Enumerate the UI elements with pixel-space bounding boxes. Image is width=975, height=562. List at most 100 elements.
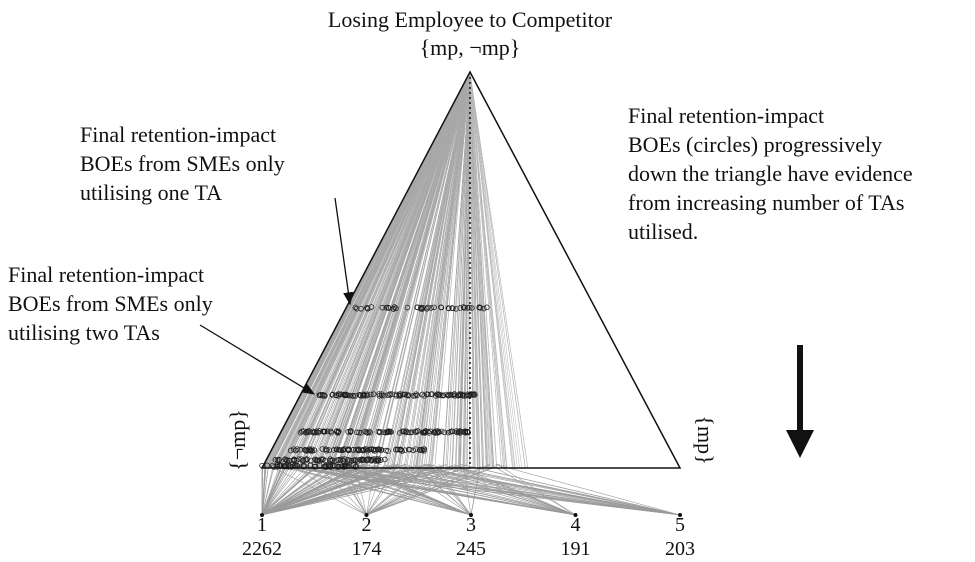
boe-circle bbox=[385, 392, 391, 398]
boe-circle bbox=[366, 428, 372, 435]
annotation-two-ta: Final retention-impact BOEs from SMEs on… bbox=[8, 262, 316, 395]
down-arrow bbox=[786, 345, 814, 458]
left-corner-label: {¬mp} bbox=[225, 409, 250, 471]
node-line bbox=[261, 466, 357, 516]
note-line: down the triangle have evidence bbox=[628, 161, 913, 186]
boe-circle bbox=[338, 391, 344, 398]
ta-node bbox=[678, 513, 682, 517]
boe-circle bbox=[290, 446, 297, 452]
boe-circle bbox=[297, 429, 304, 436]
ta-label: 3 bbox=[466, 514, 476, 536]
fan-line bbox=[329, 71, 471, 469]
ta-count: 2262 bbox=[242, 538, 282, 560]
fan-line bbox=[298, 71, 471, 469]
boe-circle bbox=[425, 428, 431, 435]
boe-circle bbox=[416, 447, 423, 453]
boe-circle bbox=[405, 446, 412, 453]
boe-circle bbox=[339, 463, 346, 470]
boe-circle bbox=[334, 430, 341, 436]
boe-circle bbox=[310, 428, 316, 435]
node-line bbox=[261, 465, 318, 516]
note-line: BOEs (circles) progressively bbox=[628, 132, 882, 157]
boe-circle bbox=[324, 428, 331, 435]
boe-circle bbox=[412, 446, 419, 452]
boe-circle bbox=[365, 305, 371, 312]
boe-circle bbox=[379, 304, 386, 311]
fan-line bbox=[469, 71, 505, 469]
boe-circle bbox=[300, 457, 307, 464]
boe-circle bbox=[341, 463, 348, 470]
annotation-arrow bbox=[334, 197, 354, 306]
boe-circle bbox=[412, 392, 418, 399]
boe-circle bbox=[272, 456, 279, 463]
boe-circle bbox=[336, 391, 343, 398]
boe-circle bbox=[367, 429, 373, 436]
fan-line bbox=[368, 71, 471, 469]
boe-circle bbox=[443, 391, 450, 398]
fan-line bbox=[452, 71, 471, 469]
node-line bbox=[277, 464, 472, 516]
boe-circle bbox=[428, 305, 434, 311]
boe-circle bbox=[335, 463, 342, 470]
node-line bbox=[261, 466, 300, 516]
boe-circle bbox=[375, 428, 382, 435]
fan-line bbox=[416, 71, 471, 469]
boe-circle bbox=[353, 446, 359, 453]
boe-circle bbox=[368, 446, 375, 452]
node-line bbox=[261, 464, 281, 516]
boe-circle bbox=[316, 458, 323, 464]
boe-circle bbox=[354, 429, 360, 436]
boe-circle bbox=[306, 446, 313, 453]
fan-line bbox=[301, 71, 471, 469]
boe-circle bbox=[316, 428, 323, 434]
fan-line bbox=[319, 71, 471, 469]
ta-count: 191 bbox=[561, 538, 591, 560]
fan-line bbox=[425, 71, 471, 469]
fan-line bbox=[469, 71, 502, 469]
boe-circle bbox=[344, 463, 350, 470]
node-line bbox=[261, 465, 283, 516]
boe-circle bbox=[390, 306, 397, 312]
note-line: from increasing number of TAs bbox=[628, 190, 904, 215]
fan-line bbox=[317, 71, 471, 469]
annotation-one-ta: Final retention-impact BOEs from SMEs on… bbox=[80, 122, 354, 306]
boe-circle bbox=[384, 429, 391, 436]
node-line bbox=[261, 465, 295, 516]
boe-circle bbox=[399, 428, 406, 435]
fan-line bbox=[469, 71, 507, 469]
node-line bbox=[261, 467, 327, 516]
fan-line bbox=[269, 71, 471, 469]
fan-line bbox=[314, 71, 471, 469]
fan-line bbox=[351, 71, 471, 469]
boe-circle bbox=[329, 392, 335, 398]
fan-line bbox=[282, 71, 471, 469]
boe-circle bbox=[333, 457, 339, 464]
fan-line bbox=[469, 71, 526, 469]
boe-circle bbox=[457, 305, 464, 311]
fan-line bbox=[454, 71, 471, 469]
boe-circle bbox=[350, 392, 356, 399]
triangle bbox=[260, 70, 682, 469]
boe-circle bbox=[319, 391, 326, 398]
ta-label: 2 bbox=[362, 514, 372, 536]
ta-node bbox=[364, 513, 369, 517]
node-line bbox=[468, 465, 681, 516]
node-line bbox=[261, 467, 264, 516]
node-line bbox=[495, 464, 681, 516]
evidence-lines bbox=[261, 71, 681, 516]
boe-circle bbox=[461, 305, 468, 311]
boe-circle bbox=[319, 457, 326, 463]
boe-circle bbox=[313, 429, 320, 436]
fan-line bbox=[295, 71, 471, 469]
boe-circle bbox=[393, 305, 399, 312]
ta-label: 4 bbox=[571, 514, 581, 536]
boe-circle bbox=[460, 304, 467, 310]
fan-line bbox=[306, 71, 471, 469]
annotation-line: BOEs from SMEs only bbox=[80, 151, 285, 176]
fan-line bbox=[405, 71, 471, 469]
boe-circle bbox=[457, 428, 463, 434]
boe-circle bbox=[367, 391, 374, 398]
fan-line bbox=[469, 71, 518, 469]
fan-line bbox=[337, 71, 471, 469]
